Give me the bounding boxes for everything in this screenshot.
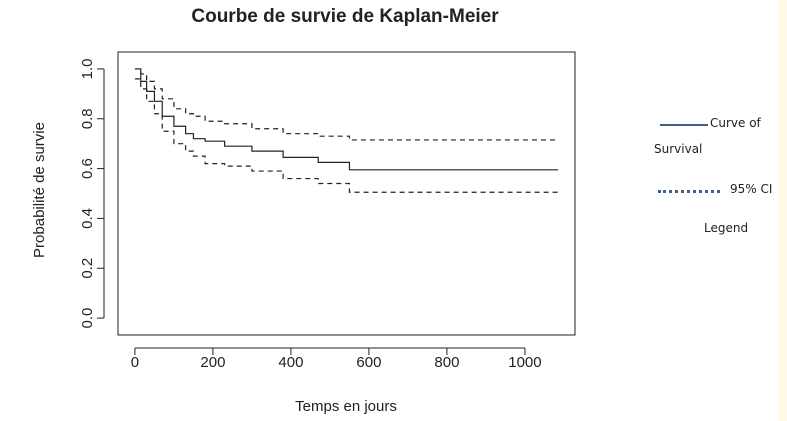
y-tick-label: 0.8 [79, 108, 96, 129]
x-tick-label: 600 [356, 354, 381, 371]
y-tick-label: 0.2 [79, 258, 96, 279]
y-tick-label: 0.4 [79, 208, 96, 229]
ci-line [134, 78, 559, 193]
x-tick-label: 800 [434, 354, 459, 371]
y-tick-label: 0.6 [79, 158, 96, 179]
legend-line-solid [660, 124, 708, 126]
legend-label: 95% CI [730, 182, 773, 196]
survival-line [134, 68, 559, 171]
legend-line-dotted [658, 190, 720, 193]
x-tick-label: 1000 [508, 354, 541, 371]
y-tick-label: 0.0 [79, 308, 96, 329]
ci-line [134, 68, 559, 141]
plot-frame [117, 51, 576, 336]
x-tick-label: 0 [131, 354, 139, 371]
y-tick-label: 1.0 [79, 59, 96, 80]
y-axis-label: Probabilité de survie [31, 122, 48, 258]
x-tick-label: 200 [200, 354, 225, 371]
legend-label: Curve of [710, 116, 761, 130]
legend-title: Legend [704, 221, 749, 235]
x-tick-label: 400 [278, 354, 303, 371]
chart-title: Courbe de survie de Kaplan-Meier [191, 6, 499, 27]
side-strip [778, 0, 787, 421]
x-axis-label: Temps en jours [295, 398, 397, 415]
legend-label-cont: Survival [654, 142, 703, 156]
